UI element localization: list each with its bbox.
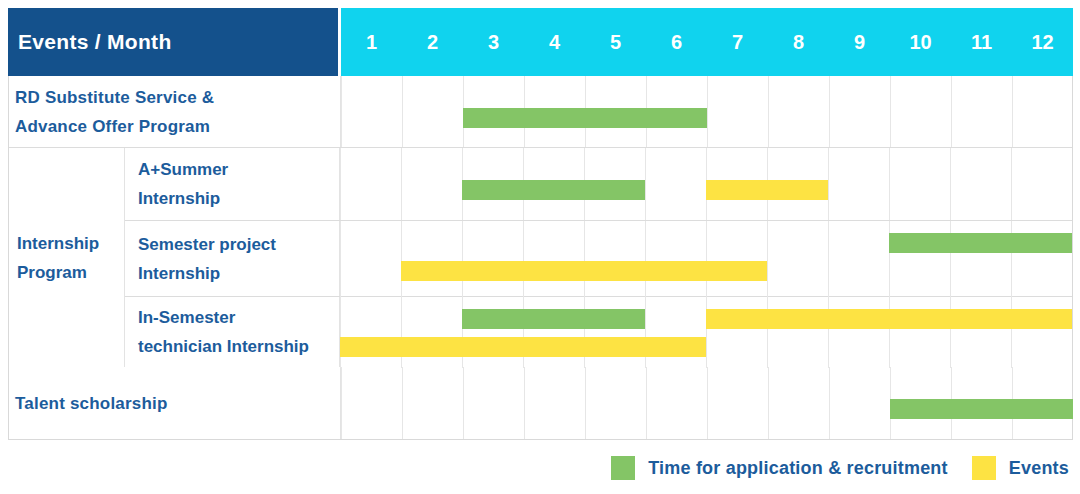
table-row: Talent scholarship — [9, 367, 1072, 439]
row-label-semester-project: Semester project Internship — [125, 221, 340, 296]
table-row: A+Summer Internship — [125, 148, 1072, 220]
events-bar — [401, 261, 767, 281]
events-month-header: Events / Month — [8, 8, 338, 76]
row-label-line: Internship — [138, 259, 339, 288]
month-label: 8 — [768, 8, 829, 76]
application-recruitment-bar — [463, 108, 707, 128]
application-recruitment-bar — [889, 233, 1072, 253]
row-label-line: Advance Offer Program — [15, 112, 340, 141]
month-label: 1 — [341, 8, 402, 76]
group-label-line: Internship — [17, 229, 124, 258]
gantt-table: Events / Month 123456789101112 RD Substi… — [8, 8, 1073, 440]
month-label: 10 — [890, 8, 951, 76]
group-label-line: Program — [17, 258, 124, 287]
row-label-line: RD Substitute Service & — [15, 83, 340, 112]
month-label: 4 — [524, 8, 585, 76]
month-header: 123456789101112 — [341, 8, 1073, 76]
row-label-a-plus-summer: A+Summer Internship — [125, 148, 340, 220]
application-recruitment-swatch — [611, 456, 635, 480]
row-label-line: In-Semester — [138, 303, 339, 332]
chart-strip — [340, 297, 1072, 368]
legend-item-application-recruitment: Time for application & recruitment — [611, 456, 948, 480]
row-label-rd-substitute: RD Substitute Service & Advance Offer Pr… — [9, 76, 341, 147]
chart-strip — [341, 76, 1072, 147]
table-row: In-Semester technician Internship — [125, 296, 1072, 367]
events-bar — [706, 309, 1072, 329]
row-label-line: technician Internship — [138, 332, 339, 361]
row-label-line: A+Summer — [138, 155, 339, 184]
month-label: 6 — [646, 8, 707, 76]
chart-strip — [340, 221, 1072, 297]
application-recruitment-bar — [462, 180, 645, 200]
table-body: RD Substitute Service & Advance Offer Pr… — [8, 76, 1073, 440]
application-recruitment-bar — [890, 399, 1073, 419]
row-label-line: Internship — [138, 184, 339, 213]
group-label-internship-program: Internship Program — [9, 148, 125, 367]
row-label-line: Talent scholarship — [15, 389, 340, 418]
application-recruitment-bar — [462, 309, 645, 329]
events-swatch — [972, 456, 996, 480]
table-row: RD Substitute Service & Advance Offer Pr… — [9, 76, 1072, 147]
chart-strip — [340, 148, 1072, 220]
month-label: 7 — [707, 8, 768, 76]
legend-item-events: Events — [972, 456, 1069, 480]
month-label: 2 — [402, 8, 463, 76]
month-label: 12 — [1012, 8, 1073, 76]
legend: Time for application & recruitment Event… — [611, 456, 1069, 480]
legend-label: Events — [1009, 458, 1069, 479]
month-label: 9 — [829, 8, 890, 76]
month-label: 5 — [585, 8, 646, 76]
row-label-talent-scholarship: Talent scholarship — [9, 367, 341, 439]
table-row: Semester project Internship — [125, 220, 1072, 296]
row-label-in-semester-technician: In-Semester technician Internship — [125, 297, 340, 367]
table-header: Events / Month 123456789101112 — [8, 8, 1073, 76]
events-bar — [706, 180, 828, 200]
events-bar — [340, 337, 706, 357]
month-label: 11 — [951, 8, 1012, 76]
group-subrows: A+Summer Internship Semester project Int… — [125, 148, 1072, 367]
month-label: 3 — [463, 8, 524, 76]
legend-label: Time for application & recruitment — [648, 458, 948, 479]
internship-program-group: Internship Program A+Summer Internship S… — [9, 147, 1072, 367]
row-label-line: Semester project — [138, 230, 339, 259]
chart-strip — [341, 367, 1072, 439]
